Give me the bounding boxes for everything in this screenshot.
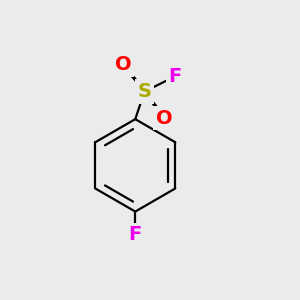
Text: O: O — [156, 109, 172, 128]
Text: F: F — [168, 67, 181, 86]
Text: O: O — [116, 56, 132, 74]
Text: F: F — [129, 225, 142, 244]
Text: S: S — [137, 82, 152, 101]
